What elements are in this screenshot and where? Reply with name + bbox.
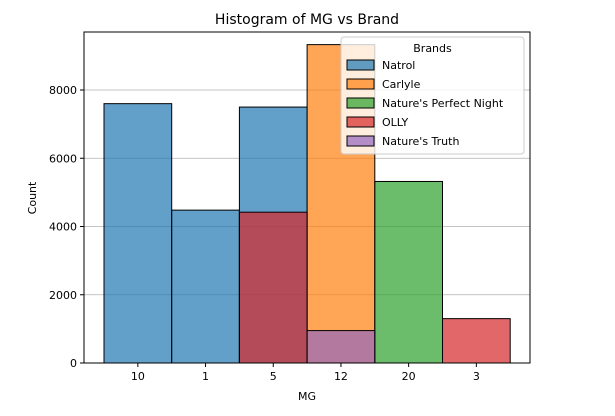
x-axis-label: MG: [298, 390, 316, 403]
plot-frame: [83, 31, 531, 364]
y-tick-label: 8000: [49, 84, 77, 97]
legend-title: Brands: [413, 42, 452, 55]
bar-olly-3: [442, 318, 511, 364]
legend-swatch: [346, 59, 375, 71]
legend-entry-label: Natrol: [382, 59, 415, 72]
legend-swatch: [346, 116, 375, 128]
legend-box: [340, 36, 525, 155]
legend-entry-label: Carlyle: [382, 78, 421, 91]
x-tick-label: 20: [402, 370, 416, 383]
bar-nature-s-perfect-night-20: [374, 180, 443, 364]
y-tick-label: 4000: [49, 221, 77, 234]
x-tick-label: 10: [131, 370, 145, 383]
legend-swatch: [346, 78, 375, 90]
x-tick-label: 3: [473, 370, 480, 383]
x-tick-label: 5: [270, 370, 277, 383]
legend-swatch: [346, 135, 375, 147]
x-tick-label: 12: [334, 370, 348, 383]
x-tick-label: 1: [202, 370, 209, 383]
y-tick-label: 0: [70, 357, 77, 370]
legend-entry-label: Nature's Perfect Night: [382, 97, 504, 110]
legend-entry-label: Nature's Truth: [382, 135, 459, 148]
y-tick-label: 2000: [49, 289, 77, 302]
legend-entry-label: OLLY: [382, 116, 408, 129]
chart-title: Histogram of MG vs Brand: [215, 12, 399, 28]
y-axis-label: Count: [26, 181, 39, 214]
bar-natrol-10: [103, 103, 173, 364]
legend: Brands Natrol Carlyle Nature's Perfect Nigh…: [340, 36, 525, 155]
bar-nature-s-truth-12: [306, 330, 376, 364]
y-tick-label: 6000: [49, 152, 77, 165]
legend-swatch: [346, 97, 375, 109]
bar-natrol-1: [171, 209, 240, 364]
axes: 0 2000 4000 6000 8000 10 1 5 12 20 3: [49, 31, 531, 383]
bars: [103, 44, 511, 364]
bar-olly-5: [238, 211, 308, 364]
